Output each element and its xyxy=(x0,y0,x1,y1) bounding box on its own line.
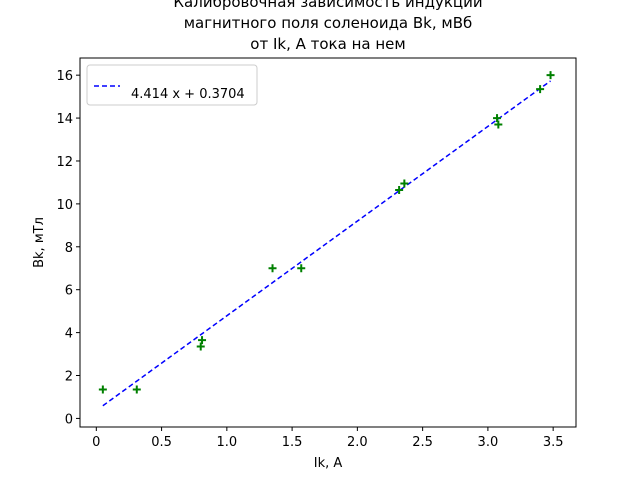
x-tick-label: 0 xyxy=(92,435,100,450)
scatter-point xyxy=(493,114,502,123)
chart-title-line: от Ik, А тока на нем xyxy=(250,35,405,53)
chart-title-line: магнитного поля соленоида Bk, мВб xyxy=(184,14,473,32)
y-axis-label: Bk, мТл xyxy=(32,217,47,268)
y-tick-label: 0 xyxy=(65,412,73,427)
chart-title-line: Калибровочная зависимость индукции xyxy=(173,0,482,11)
fit-line xyxy=(102,80,551,407)
y-tick-label: 14 xyxy=(56,112,73,127)
x-tick-label: 2.0 xyxy=(347,435,368,450)
y-tick-label: 16 xyxy=(56,69,73,84)
legend-box xyxy=(86,64,258,106)
y-tick-label: 6 xyxy=(65,284,73,299)
y-tick-label: 8 xyxy=(65,241,73,256)
scatter-point xyxy=(98,385,107,394)
scatter-point xyxy=(198,336,207,345)
scatter-point xyxy=(395,185,404,194)
x-tick-label: 3.5 xyxy=(543,435,564,450)
x-tick-label: 1.0 xyxy=(216,435,237,450)
plot-frame xyxy=(79,57,577,428)
scatter-point xyxy=(297,264,306,273)
y-tick-label: 2 xyxy=(65,370,73,385)
scatter-point xyxy=(536,85,545,94)
chart-title: Калибровочная зависимость индукции магнит… xyxy=(173,0,482,53)
scatter-point xyxy=(494,120,503,129)
x-tick-label: 3.0 xyxy=(478,435,499,450)
y-axis: 0 2 4 6 8 10 12 14 16 xyxy=(56,69,80,427)
y-tick-label: 12 xyxy=(56,155,73,170)
x-tick-label: 0.5 xyxy=(151,435,172,450)
scatter-point xyxy=(546,71,555,80)
y-tick-label: 10 xyxy=(56,198,73,213)
legend-label: 4.414 x + 0.3704 xyxy=(131,87,245,102)
scatter-point xyxy=(268,264,277,273)
scatter-point xyxy=(400,179,409,188)
scatter-point xyxy=(132,385,141,394)
scatter-points xyxy=(98,71,555,394)
legend: 4.414 x + 0.3704 xyxy=(86,64,258,106)
scatter-point xyxy=(196,342,205,351)
x-axis: 0 0.5 1.0 1.5 2.0 2.5 3.0 3.5 xyxy=(92,427,564,450)
y-tick-label: 4 xyxy=(65,327,73,342)
x-tick-label: 2.5 xyxy=(412,435,433,450)
x-tick-label: 1.5 xyxy=(282,435,303,450)
x-axis-label: Ik, A xyxy=(314,456,343,471)
